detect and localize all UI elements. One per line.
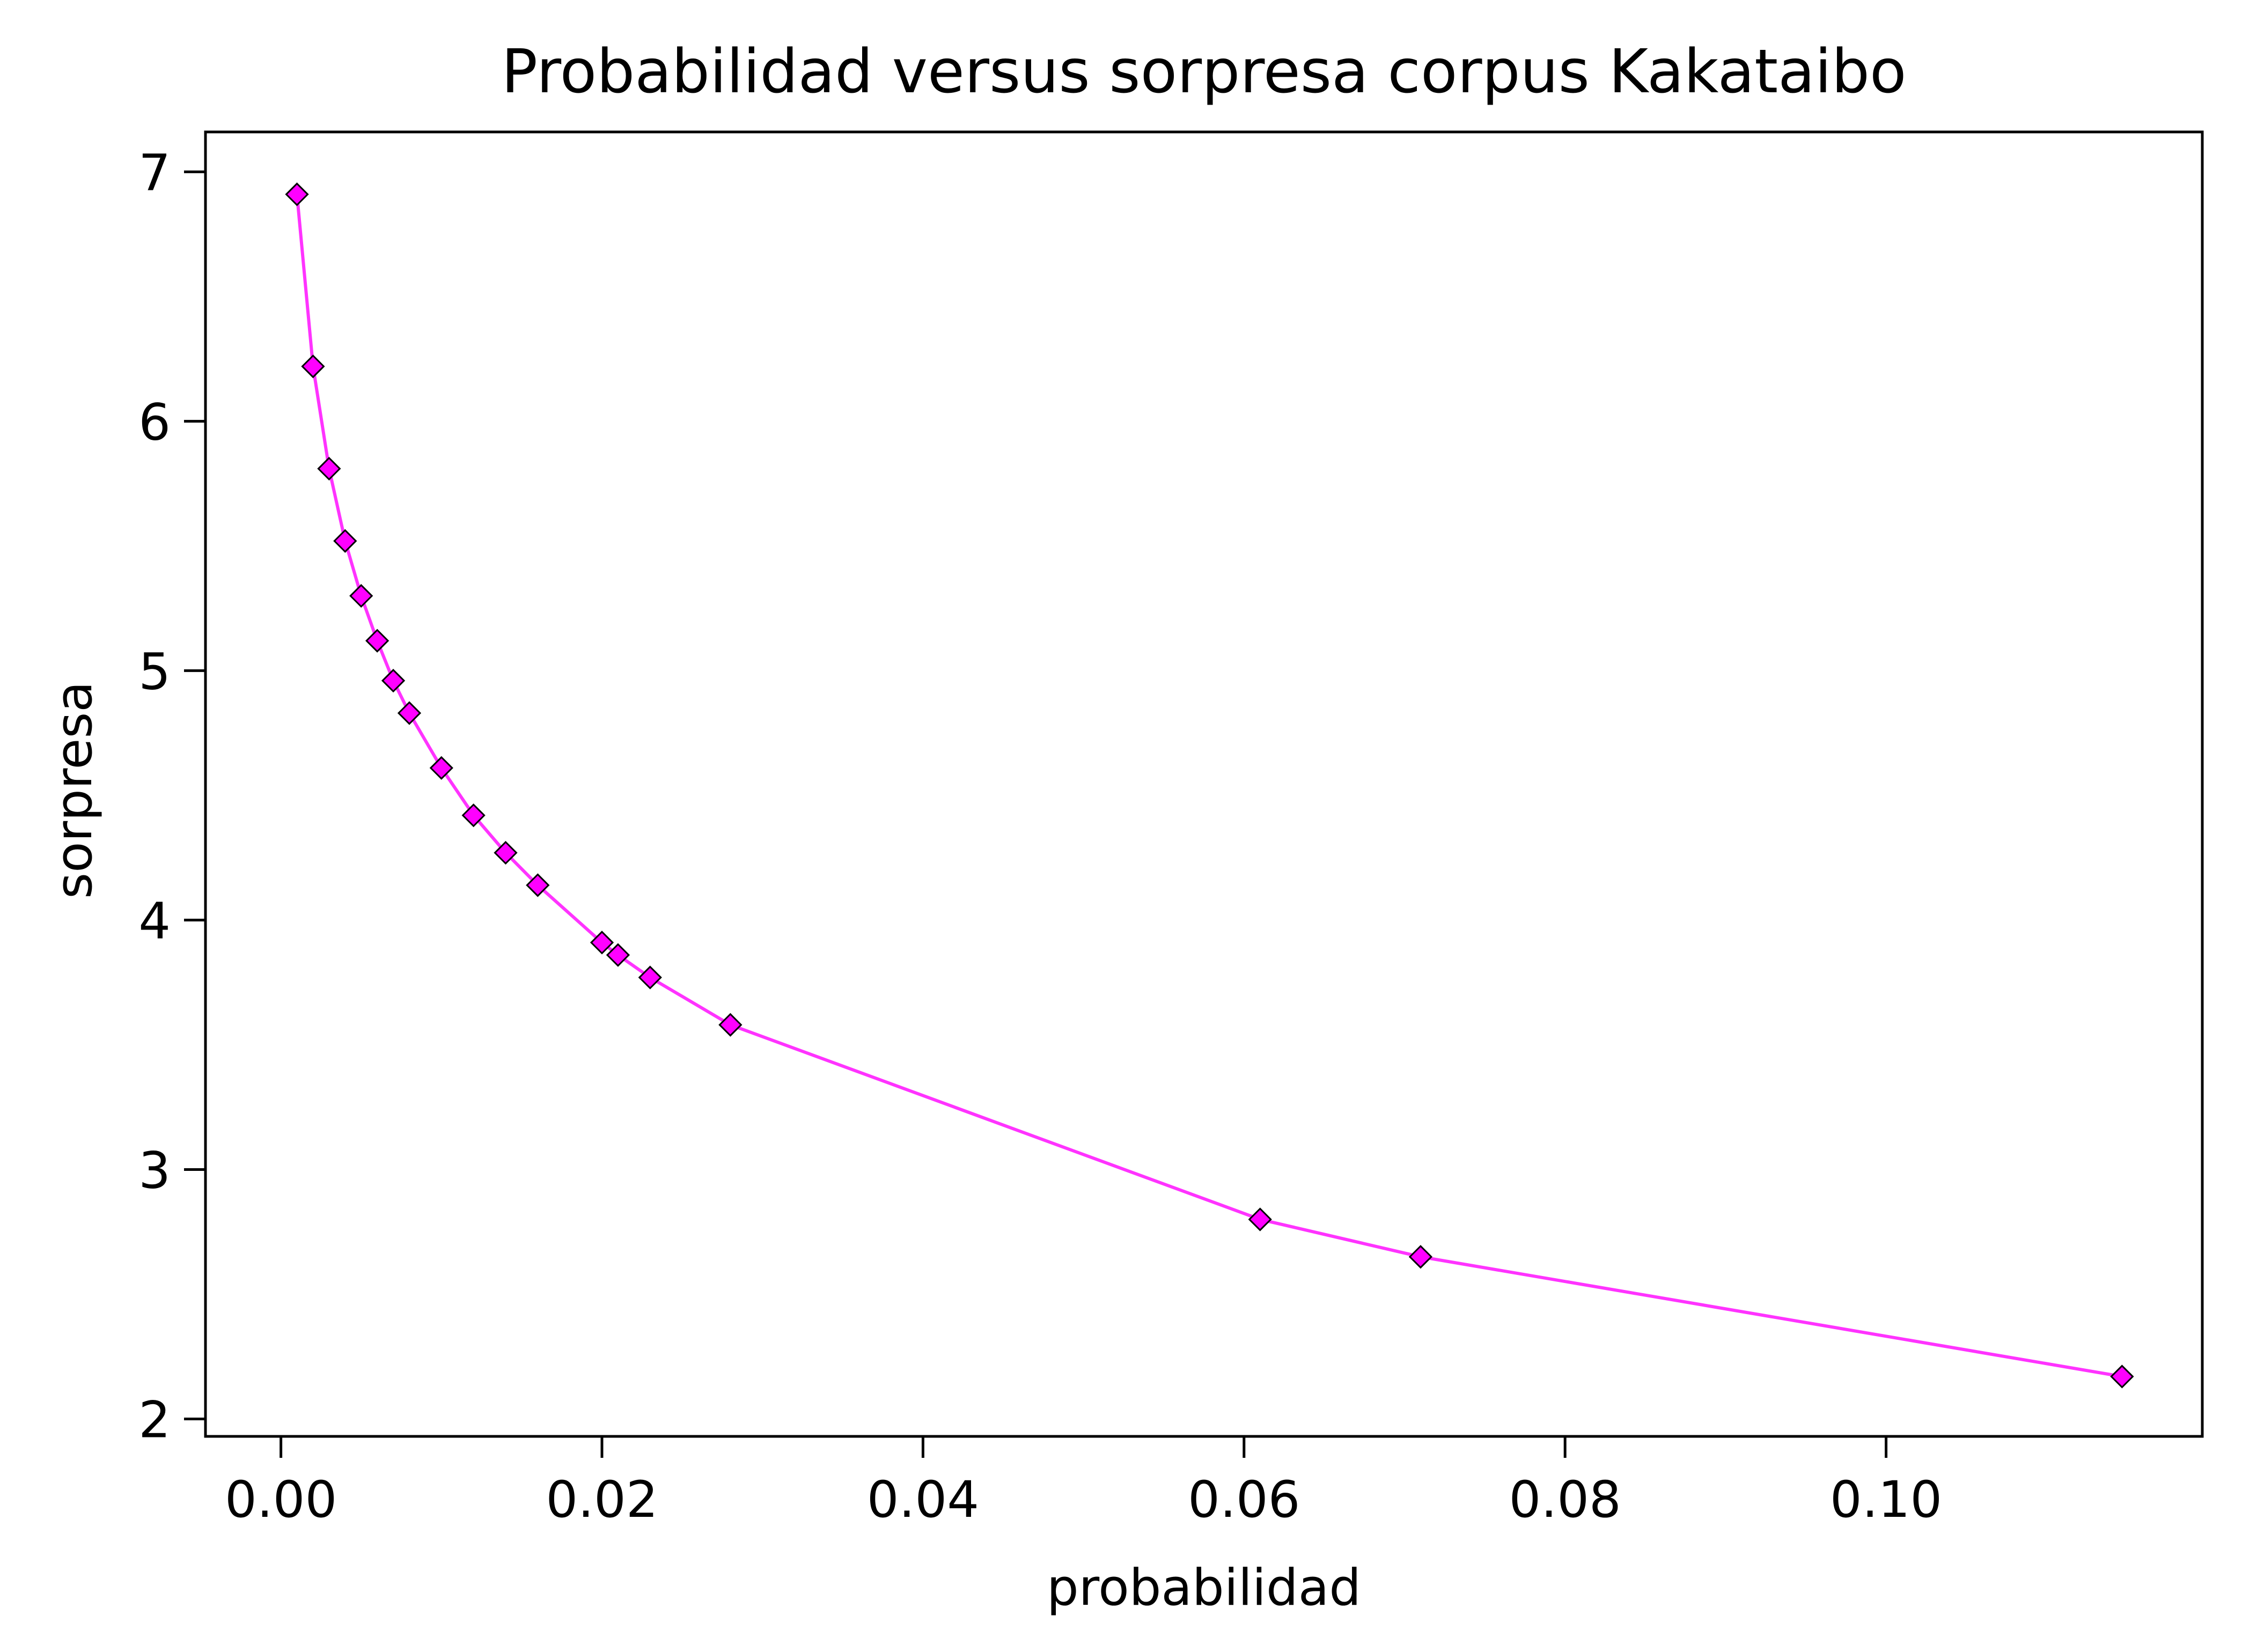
plot-area [285,182,2134,1389]
data-point [317,456,341,481]
y-tick-label: 4 [138,892,171,950]
data-point [638,965,662,990]
data-point [285,182,309,206]
data-point [349,584,373,608]
y-tick-label: 6 [138,393,171,452]
x-tick-label: 0.04 [867,1471,979,1529]
data-point [365,629,389,653]
data-point [381,668,406,693]
data-point [494,840,518,865]
x-tick-label: 0.00 [225,1471,337,1529]
y-axis-label: sorpresa [45,681,104,899]
y-tick-label: 5 [138,643,171,701]
data-point [718,1013,743,1037]
x-tick-label: 0.08 [1509,1471,1621,1529]
data-point [333,529,357,553]
data-point [397,701,422,725]
data-point [1248,1207,1272,1231]
data-point [301,354,325,379]
chart-title: Probabilidad versus sorpresa corpus Kaka… [502,37,1907,107]
data-point [590,931,614,955]
y-tick-label: 7 [138,144,171,202]
x-tick-label: 0.02 [546,1471,658,1529]
data-point [526,873,550,897]
data-point [2110,1365,2134,1389]
data-point [429,756,453,780]
x-axis: 0.00 0.02 0.04 0.06 0.08 0.10 [225,1436,1942,1529]
y-tick-label: 3 [138,1141,171,1200]
x-axis-label: probabilidad [1047,1559,1361,1617]
y-tick-label: 2 [138,1391,171,1449]
series-line [295,194,2122,1378]
y-axis: 2 3 4 5 6 7 [138,144,205,1449]
plot-frame [204,130,2204,1438]
data-point [1408,1245,1433,1269]
data-point [606,943,630,967]
x-tick-label: 0.10 [1830,1471,1942,1529]
data-point [461,803,486,828]
x-tick-label: 0.06 [1188,1471,1300,1529]
